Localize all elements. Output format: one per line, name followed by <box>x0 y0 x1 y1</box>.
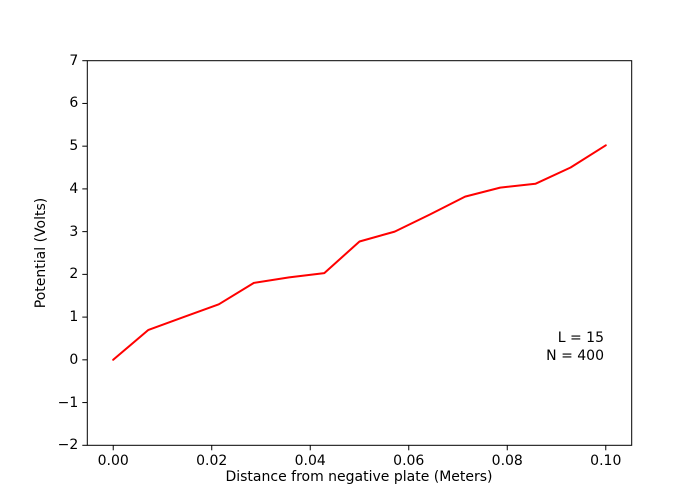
x-tick-label: 0.08 <box>491 453 523 470</box>
annotation-line-N: N = 400 <box>546 348 604 364</box>
y-tick-label: 6 <box>69 95 79 112</box>
annotation-line-L: L = 15 <box>557 330 604 346</box>
y-tick-label: 4 <box>69 180 79 197</box>
axes-frame <box>86 60 633 446</box>
x-tick-label: 0.06 <box>393 453 425 470</box>
x-tick-label: 0.10 <box>590 453 622 470</box>
annotation-block: L = 15 N = 400 <box>546 329 604 365</box>
y-tick-label: 3 <box>69 223 79 240</box>
x-tick-label: 0.00 <box>97 453 129 470</box>
y-tick-label: 5 <box>69 138 79 155</box>
x-tick-label: 0.04 <box>294 453 326 470</box>
y-tick-label: 0 <box>69 351 79 368</box>
potential-line-series <box>112 144 607 361</box>
y-axis-label: Potential (Volts) <box>33 197 49 309</box>
y-tick-label: −1 <box>57 394 79 411</box>
y-tick-label: −2 <box>57 437 79 454</box>
x-tick-label: 0.02 <box>196 453 228 470</box>
y-tick-label: 2 <box>69 266 79 283</box>
y-tick-label: 7 <box>69 52 79 69</box>
y-tick-label: 1 <box>69 309 79 326</box>
x-axis-label: Distance from negative plate (Meters) <box>225 469 493 485</box>
axis-tick-marks <box>82 60 607 451</box>
